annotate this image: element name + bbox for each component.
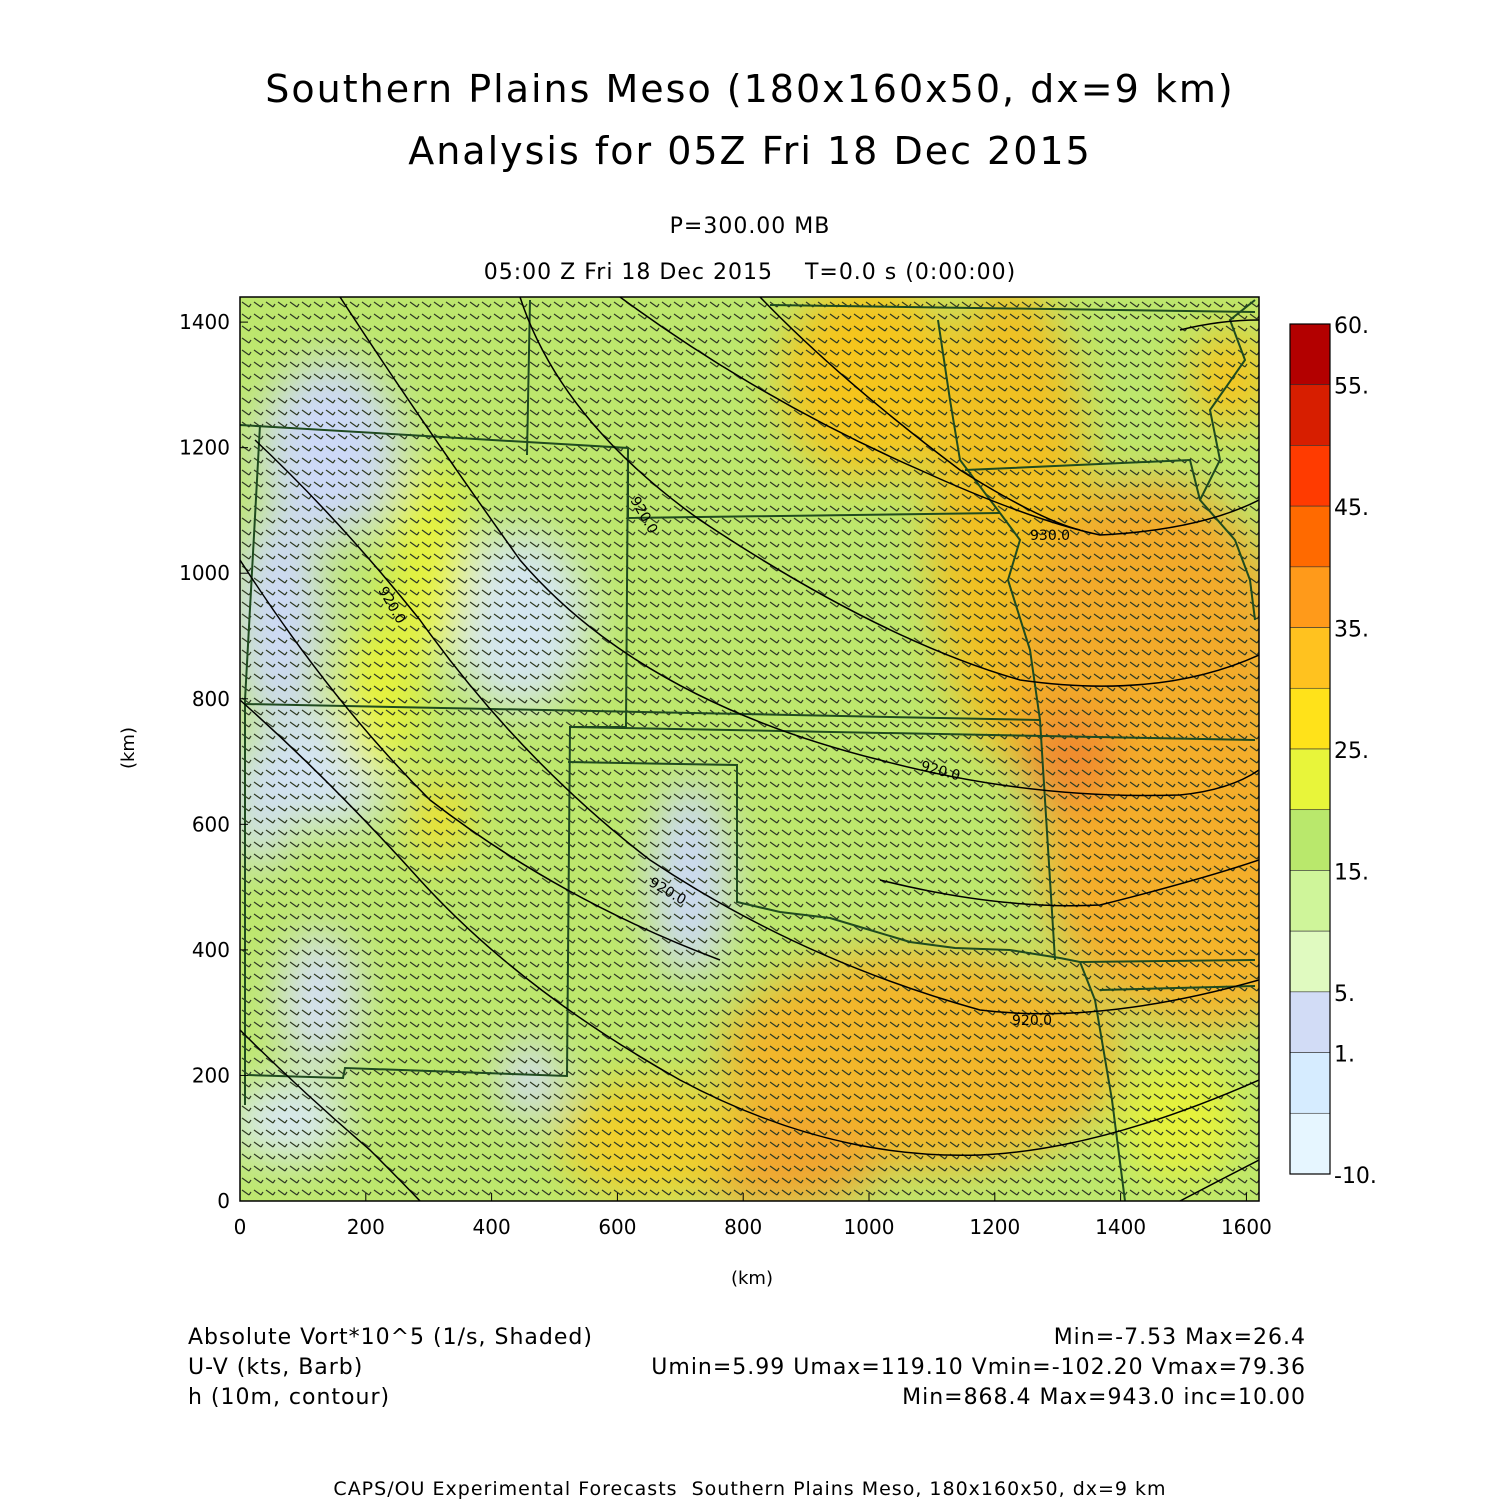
x-axis-label: (km) [731, 1268, 773, 1289]
y-tick-label: 0 [217, 1189, 230, 1213]
footer-credit: CAPS/OU Experimental Forecasts Southern … [333, 1478, 1167, 1500]
colorbar-swatch [1289, 809, 1331, 871]
y-tick-label: 400 [192, 938, 230, 962]
x-tick-label: 400 [473, 1215, 511, 1239]
colorbar-label: 35. [1334, 618, 1369, 643]
colorbar-swatch [1289, 445, 1331, 507]
x-tick-label: 600 [598, 1215, 636, 1239]
colorbar-label: 55. [1334, 375, 1369, 400]
colorbar-swatch [1289, 384, 1331, 446]
height-contours [240, 297, 1259, 1201]
x-tick-label: 1400 [1095, 1215, 1146, 1239]
y-axis-label: (km) [118, 727, 139, 769]
contour-label: 920.0 [1012, 1013, 1052, 1029]
colorbar-swatch [1289, 687, 1331, 750]
colorbar: 60. 55. 45. 35. 25. 15. 5. 1. -10. [1289, 314, 1377, 1189]
colorbar-label: 5. [1334, 982, 1355, 1007]
plot-frame [239, 296, 1260, 1202]
colorbar-swatch [1289, 1112, 1331, 1175]
colorbar-swatch [1289, 627, 1331, 689]
legend-stats-height: Min=868.4 Max=943.0 inc=10.00 [902, 1385, 1306, 1410]
y-tick-label: 200 [192, 1063, 230, 1087]
y-tick-label: 600 [192, 812, 230, 836]
colorbar-label: 60. [1334, 314, 1369, 339]
pressure-level: P=300.00 MB [669, 214, 831, 239]
colorbar-swatch [1289, 930, 1331, 993]
legend-field-height: h (10m, contour) [188, 1385, 391, 1410]
y-tick-label: 1400 [179, 310, 230, 334]
colorbar-swatch [1289, 566, 1331, 628]
y-tick-label: 1200 [179, 436, 230, 460]
x-tick-label: 0 [234, 1215, 247, 1239]
colorbar-swatch [1289, 991, 1331, 1053]
colorbar-swatch [1289, 505, 1331, 568]
colorbar-swatch [1289, 748, 1331, 811]
y-tick-label: 1000 [179, 561, 230, 585]
chart-title-line1: Southern Plains Meso (180x160x50, dx=9 k… [265, 67, 1235, 111]
colorbar-label: 25. [1334, 739, 1369, 764]
y-axis: 0 200 400 600 800 1000 1200 1400 [179, 310, 248, 1213]
x-tick-label: 800 [724, 1215, 762, 1239]
state-borders [240, 299, 1256, 1201]
vorticity-shading [240, 297, 1259, 1201]
colorbar-label: 1. [1334, 1043, 1355, 1068]
x-tick-label: 200 [347, 1215, 385, 1239]
legend-stats-wind: Umin=5.99 Umax=119.10 Vmin=-102.20 Vmax=… [651, 1355, 1306, 1380]
colorbar-label: -10. [1334, 1164, 1377, 1189]
colorbar-swatch [1289, 1052, 1331, 1114]
legend-field-vorticity: Absolute Vort*10^5 (1/s, Shaded) [188, 1325, 593, 1350]
colorbar-frame [1289, 323, 1331, 1175]
legend-stats-vorticity: Min=-7.53 Max=26.4 [1053, 1325, 1306, 1350]
valid-time: 05:00 Z Fri 18 Dec 2015 T=0.0 s (0:00:00… [483, 260, 1017, 285]
colorbar-label: 15. [1334, 860, 1369, 885]
colorbar-swatch [1289, 870, 1331, 932]
contour-label: 930.0 [1030, 528, 1070, 544]
x-tick-label: 1000 [844, 1215, 895, 1239]
colorbar-swatch [1289, 323, 1331, 386]
x-tick-label: 1600 [1221, 1215, 1272, 1239]
legend-field-wind: U-V (kts, Barb) [188, 1355, 364, 1380]
y-tick-label: 800 [192, 687, 230, 711]
chart-title-line2: Analysis for 05Z Fri 18 Dec 2015 [408, 129, 1092, 173]
colorbar-label: 45. [1334, 496, 1369, 521]
x-axis: 0 200 400 600 800 1000 1200 1400 1600 [234, 1193, 1272, 1239]
x-tick-label: 1200 [969, 1215, 1020, 1239]
